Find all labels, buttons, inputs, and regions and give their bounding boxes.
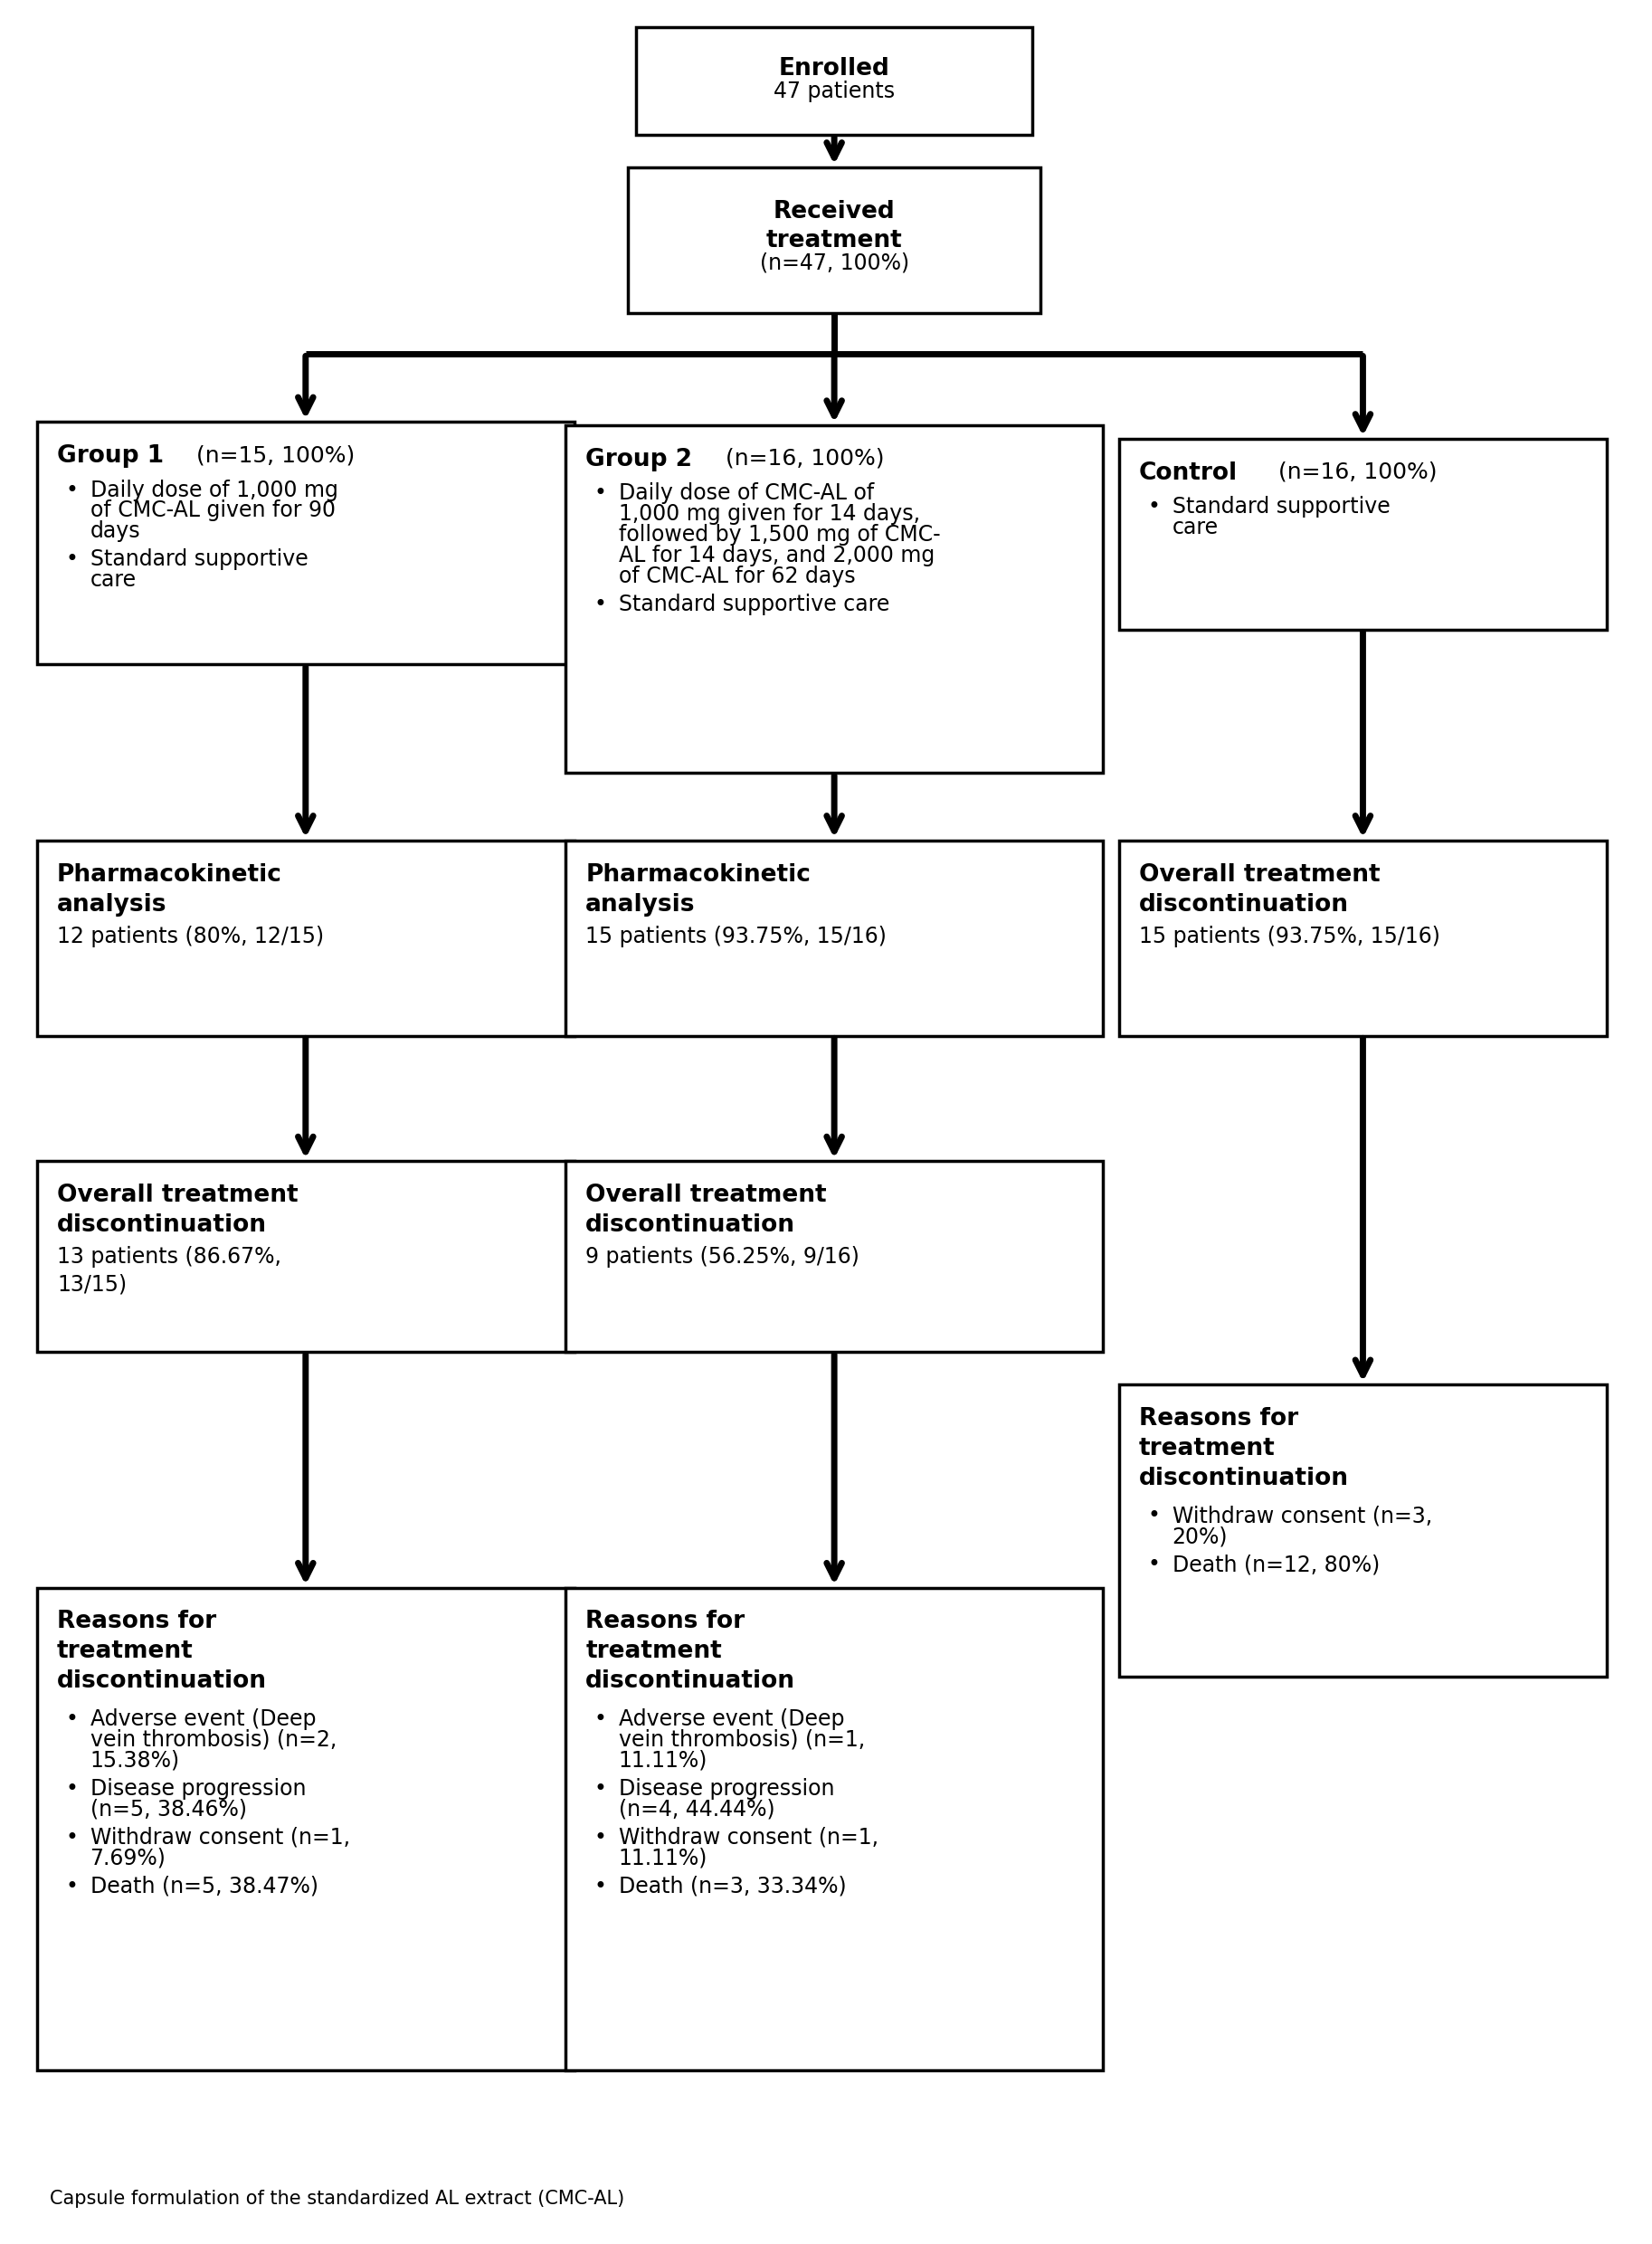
Text: Withdraw consent (n=1,: Withdraw consent (n=1,: [89, 1827, 350, 1849]
Bar: [565, 426, 1102, 772]
Text: Standard supportive: Standard supportive: [1173, 496, 1389, 518]
Text: •: •: [595, 1708, 606, 1730]
Text: 11.11%): 11.11%): [620, 1750, 707, 1771]
Text: Control: Control: [1140, 462, 1237, 485]
Text: Capsule formulation of the standardized AL extract (CMC-AL): Capsule formulation of the standardized …: [50, 2190, 624, 2208]
Text: Withdraw consent (n=3,: Withdraw consent (n=3,: [1173, 1506, 1432, 1526]
Text: (n=16, 100%): (n=16, 100%): [1272, 462, 1437, 482]
Text: •: •: [595, 1777, 606, 1800]
Text: Standard supportive care: Standard supportive care: [620, 595, 889, 615]
Bar: [636, 27, 1032, 135]
Text: (n=47, 100%): (n=47, 100%): [760, 251, 909, 274]
Bar: [1120, 839, 1606, 1037]
Text: 12 patients (80%, 12/15): 12 patients (80%, 12/15): [56, 925, 324, 947]
Text: Overall treatment
discontinuation: Overall treatment discontinuation: [56, 1185, 299, 1236]
Text: 7.69%): 7.69%): [89, 1847, 165, 1869]
Bar: [565, 839, 1102, 1037]
Bar: [628, 168, 1041, 314]
Text: •: •: [64, 550, 78, 570]
Text: care: care: [89, 570, 135, 590]
Text: •: •: [64, 1827, 78, 1849]
Text: (n=4, 44.44%): (n=4, 44.44%): [620, 1797, 775, 1820]
Text: •: •: [1146, 1553, 1160, 1575]
Text: Reasons for
treatment
discontinuation: Reasons for treatment discontinuation: [1140, 1407, 1350, 1490]
Text: Overall treatment
discontinuation: Overall treatment discontinuation: [1140, 864, 1381, 916]
Text: vein thrombosis) (n=1,: vein thrombosis) (n=1,: [620, 1728, 866, 1750]
Text: 13 patients (86.67%,
13/15): 13 patients (86.67%, 13/15): [56, 1245, 281, 1295]
Bar: [36, 839, 575, 1037]
Text: •: •: [64, 1777, 78, 1800]
Text: 9 patients (56.25%, 9/16): 9 patients (56.25%, 9/16): [585, 1245, 859, 1268]
Text: Group 1: Group 1: [56, 444, 164, 467]
Text: Group 2: Group 2: [585, 449, 692, 471]
Text: •: •: [64, 1876, 78, 1896]
Text: 1,000 mg given for 14 days,: 1,000 mg given for 14 days,: [620, 503, 920, 525]
Text: Death (n=12, 80%): Death (n=12, 80%): [1173, 1553, 1379, 1575]
Text: •: •: [1146, 496, 1160, 518]
Text: •: •: [595, 1876, 606, 1896]
Text: Received
treatment: Received treatment: [767, 200, 902, 251]
Text: Enrolled: Enrolled: [778, 58, 890, 81]
Bar: [36, 422, 575, 664]
Text: Standard supportive: Standard supportive: [89, 550, 307, 570]
Text: of CMC-AL given for 90: of CMC-AL given for 90: [89, 500, 335, 521]
Text: days: days: [89, 521, 140, 543]
Text: Daily dose of 1,000 mg: Daily dose of 1,000 mg: [89, 480, 337, 500]
Text: •: •: [64, 1708, 78, 1730]
Text: Disease progression: Disease progression: [89, 1777, 306, 1800]
Text: Daily dose of CMC-AL of: Daily dose of CMC-AL of: [620, 482, 874, 505]
Text: 15.38%): 15.38%): [89, 1750, 180, 1771]
Text: Pharmacokinetic
analysis: Pharmacokinetic analysis: [585, 864, 811, 916]
Text: Disease progression: Disease progression: [620, 1777, 834, 1800]
Text: 47 patients: 47 patients: [773, 81, 895, 101]
Text: vein thrombosis) (n=2,: vein thrombosis) (n=2,: [89, 1728, 337, 1750]
Text: 11.11%): 11.11%): [620, 1847, 707, 1869]
Text: of CMC-AL for 62 days: of CMC-AL for 62 days: [620, 565, 856, 588]
Text: 15 patients (93.75%, 15/16): 15 patients (93.75%, 15/16): [585, 925, 887, 947]
Text: Death (n=3, 33.34%): Death (n=3, 33.34%): [620, 1876, 846, 1896]
Text: 20%): 20%): [1173, 1526, 1227, 1548]
Text: Withdraw consent (n=1,: Withdraw consent (n=1,: [620, 1827, 879, 1849]
Text: Pharmacokinetic
analysis: Pharmacokinetic analysis: [56, 864, 282, 916]
Text: •: •: [595, 482, 606, 505]
Bar: [565, 1589, 1102, 2069]
Text: •: •: [1146, 1506, 1160, 1526]
Text: Reasons for
treatment
discontinuation: Reasons for treatment discontinuation: [585, 1611, 796, 1694]
Text: Death (n=5, 38.47%): Death (n=5, 38.47%): [89, 1876, 319, 1896]
Text: •: •: [595, 595, 606, 615]
Text: (n=15, 100%): (n=15, 100%): [190, 444, 355, 467]
Text: •: •: [64, 480, 78, 500]
Text: •: •: [595, 1827, 606, 1849]
Bar: [36, 1162, 575, 1351]
Text: followed by 1,500 mg of CMC-: followed by 1,500 mg of CMC-: [620, 525, 940, 545]
Text: Adverse event (Deep: Adverse event (Deep: [89, 1708, 316, 1730]
Bar: [36, 1589, 575, 2069]
Text: AL for 14 days, and 2,000 mg: AL for 14 days, and 2,000 mg: [620, 545, 935, 565]
Bar: [1120, 1385, 1606, 1676]
Text: Adverse event (Deep: Adverse event (Deep: [620, 1708, 844, 1730]
Text: Overall treatment
discontinuation: Overall treatment discontinuation: [585, 1185, 828, 1236]
Text: care: care: [1173, 516, 1218, 539]
Text: (n=5, 38.46%): (n=5, 38.46%): [89, 1797, 246, 1820]
Bar: [1120, 440, 1606, 628]
Bar: [565, 1162, 1102, 1351]
Text: (n=16, 100%): (n=16, 100%): [719, 449, 884, 469]
Text: Reasons for
treatment
discontinuation: Reasons for treatment discontinuation: [56, 1611, 268, 1694]
Text: 15 patients (93.75%, 15/16): 15 patients (93.75%, 15/16): [1140, 925, 1441, 947]
